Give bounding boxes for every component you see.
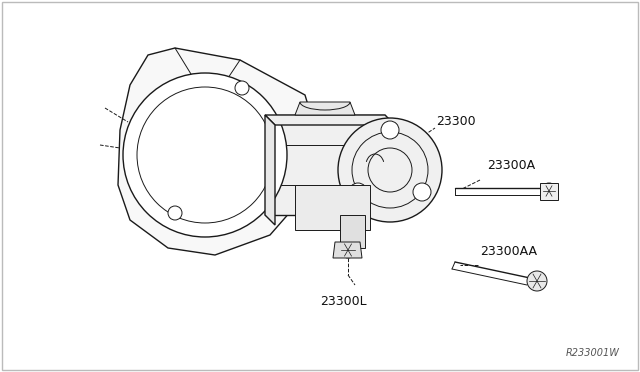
Circle shape xyxy=(349,183,367,201)
Polygon shape xyxy=(333,242,362,258)
Circle shape xyxy=(413,183,431,201)
Text: R233001W: R233001W xyxy=(566,348,620,358)
Circle shape xyxy=(123,73,287,237)
Polygon shape xyxy=(295,185,370,230)
Circle shape xyxy=(527,271,547,291)
Text: 23300L: 23300L xyxy=(320,295,367,308)
Polygon shape xyxy=(540,183,558,200)
Circle shape xyxy=(340,242,356,258)
Polygon shape xyxy=(118,48,320,255)
Text: 23300AA: 23300AA xyxy=(480,245,537,258)
Polygon shape xyxy=(295,102,355,115)
Polygon shape xyxy=(265,115,275,225)
Circle shape xyxy=(338,118,442,222)
Text: 23300A: 23300A xyxy=(487,159,535,172)
Circle shape xyxy=(168,206,182,220)
Circle shape xyxy=(381,121,399,139)
Polygon shape xyxy=(265,115,395,125)
Polygon shape xyxy=(265,115,385,215)
Circle shape xyxy=(541,183,557,199)
Text: 23300: 23300 xyxy=(436,115,476,128)
Polygon shape xyxy=(340,215,365,248)
Circle shape xyxy=(235,81,249,95)
